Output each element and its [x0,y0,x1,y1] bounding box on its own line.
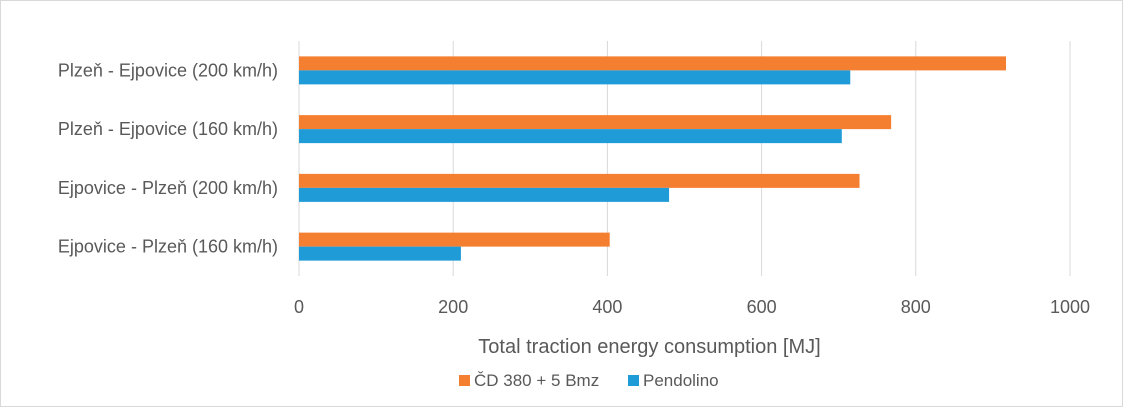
legend-swatch-pendolino [628,375,639,386]
x-tick-label: 1000 [1050,297,1090,317]
x-tick-label: 600 [747,297,777,317]
bar-pendolino-2 [299,187,670,202]
category-label: Ejpovice - Plzeň (200 km/h) [58,178,278,198]
x-tick-labels: 0 200 400 600 800 1000 [294,297,1090,317]
legend-label-pendolino: Pendolino [643,371,719,390]
bar-cd380-3 [299,232,610,247]
legend: ČD 380 + 5 Bmz Pendolino [459,371,719,390]
category-labels: Plzeň - Ejpovice (200 km/h) Plzeň - Ejpov… [58,60,278,256]
x-tick-label: 0 [294,297,304,317]
bar-cd380-2 [299,173,860,188]
x-axis-title: Total traction energy consumption [MJ] [478,336,820,358]
bar-pendolino-1 [299,129,842,144]
legend-label-cd380: ČD 380 + 5 Bmz [474,371,599,390]
category-label: Plzeň - Ejpovice (160 km/h) [58,119,278,139]
x-tick-label: 400 [592,297,622,317]
x-tick-label: 800 [901,297,931,317]
bar-cd380-0 [299,56,1007,71]
category-label: Ejpovice - Plzeň (160 km/h) [58,237,278,257]
x-tick-label: 200 [438,297,468,317]
bars [299,56,1007,261]
category-label: Plzeň - Ejpovice (200 km/h) [58,60,278,80]
bar-pendolino-0 [299,70,851,85]
bar-pendolino-3 [299,246,461,261]
bar-cd380-1 [299,115,892,130]
legend-swatch-cd380 [459,375,470,386]
